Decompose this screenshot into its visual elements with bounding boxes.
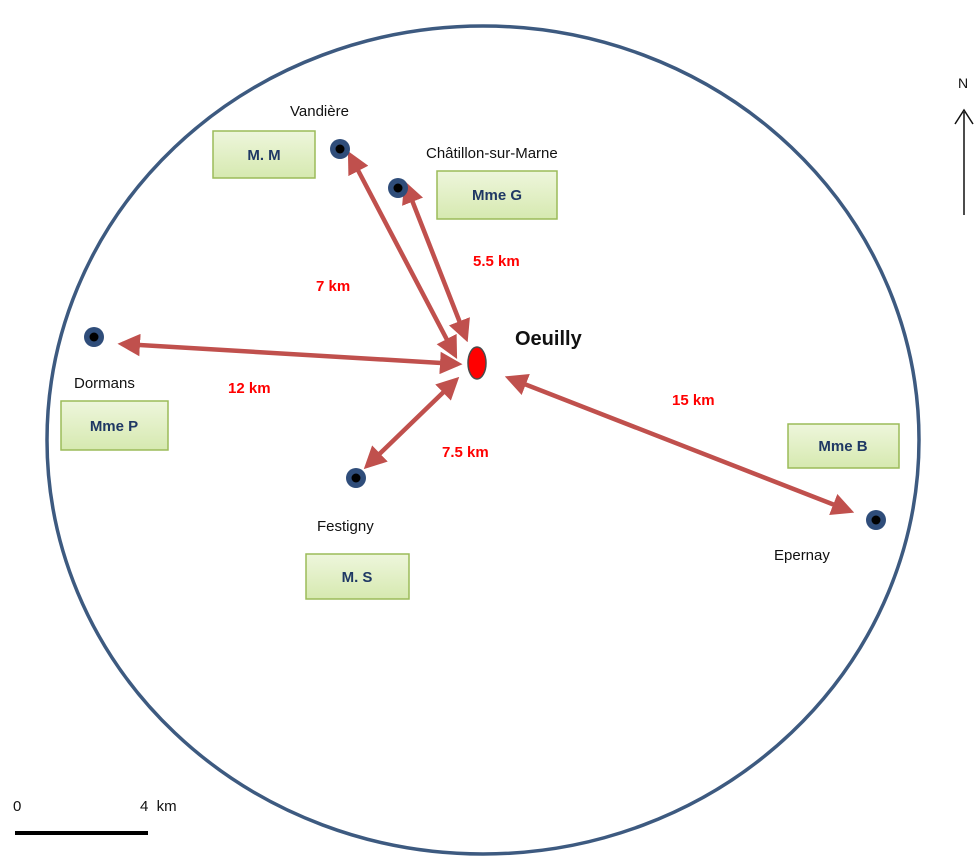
distance-label-epernay: 15 km	[672, 392, 715, 409]
town-marker-festigny	[346, 468, 366, 488]
north-label: N	[958, 75, 968, 91]
center-marker-oeuilly	[467, 346, 487, 380]
person-box-epernay: Mme B	[787, 423, 900, 469]
town-label-dormans: Dormans	[74, 375, 135, 392]
town-marker-vandiere	[330, 139, 350, 159]
distance-arrows	[117, 151, 855, 515]
scale-label-end: 4 km	[140, 798, 177, 815]
person-label-chatillon: Mme G	[472, 187, 522, 204]
person-box-dormans: Mme P	[60, 400, 169, 451]
town-marker-epernay	[866, 510, 886, 530]
person-box-vandiere: M. M	[212, 130, 316, 179]
distance-label-chatillon: 5.5 km	[473, 253, 520, 270]
arrow-epernay	[504, 374, 855, 515]
arrow-chatillon	[402, 180, 470, 343]
arrow-festigny	[363, 376, 460, 470]
person-label-vandiere: M. M	[247, 147, 280, 164]
scale-label-start: 0	[13, 798, 21, 815]
person-label-dormans: Mme P	[90, 418, 138, 435]
north-arrow-icon	[954, 108, 974, 215]
service-area-boundary	[45, 24, 921, 856]
town-label-epernay: Epernay	[774, 547, 830, 564]
center-label: Oeuilly	[515, 328, 583, 350]
town-label-chatillon: Châtillon-sur-Marne	[426, 145, 558, 162]
person-box-chatillon: Mme G	[436, 170, 558, 220]
town-marker-dormans	[84, 327, 104, 347]
town-marker-chatillon	[388, 178, 408, 198]
person-box-festigny: M. S	[305, 553, 410, 600]
arrow-dormans	[117, 333, 463, 375]
person-label-festigny: M. S	[342, 569, 373, 586]
town-label-festigny: Festigny	[317, 518, 374, 535]
distance-label-festigny: 7.5 km	[442, 444, 489, 461]
distance-label-dormans: 12 km	[228, 380, 271, 397]
person-label-epernay: Mme B	[818, 438, 867, 455]
distance-label-vandiere: 7 km	[316, 278, 350, 295]
town-label-vandiere: Vandière	[290, 103, 349, 120]
